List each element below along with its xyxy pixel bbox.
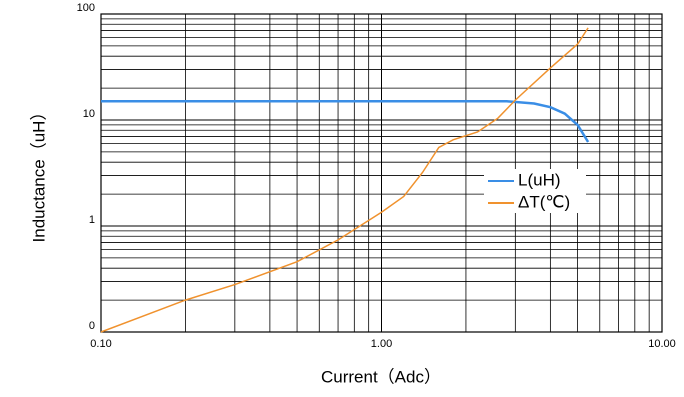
x-tick-label: 1.00 [371, 338, 392, 350]
x-tick-label: 10.00 [648, 338, 676, 350]
x-tick-label: 0.10 [90, 338, 111, 350]
legend-label: ΔT(℃) [518, 192, 570, 211]
legend-label: L(uH) [518, 170, 561, 189]
y-axis-label: Inductance（uH） [29, 104, 48, 243]
y-tick-label: 100 [77, 2, 95, 14]
series-line [101, 100, 590, 143]
series-line [100, 27, 589, 333]
y-tick-label: 1 [89, 214, 95, 226]
y-tick-label: 0 [89, 320, 95, 332]
plot-frame [100, 13, 663, 333]
x-axis-label: Current（Adc） [321, 367, 441, 386]
y-tick-label: 10 [83, 108, 95, 120]
legend-box [484, 169, 586, 213]
